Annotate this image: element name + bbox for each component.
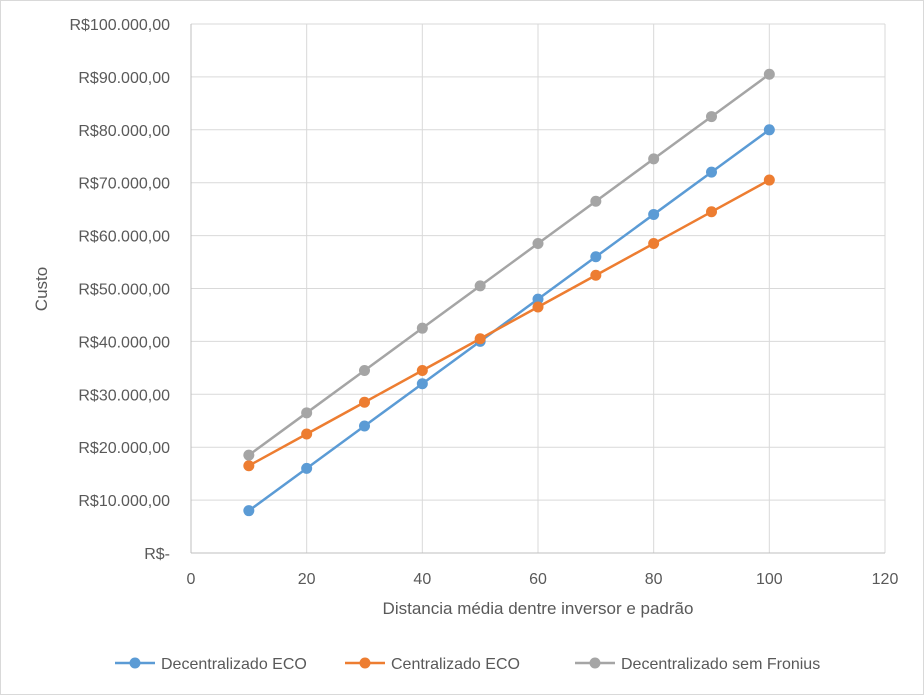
series-line bbox=[248, 178, 770, 467]
x-tick-label: 20 bbox=[298, 571, 316, 588]
y-tick-label: R$40.000,00 bbox=[78, 334, 170, 351]
x-tick-label: 100 bbox=[756, 571, 783, 588]
y-axis-title: Custo bbox=[32, 267, 51, 311]
y-axis-tick-labels: R$- R$10.000,00 R$20.000,00 R$30.000,00 R$40… bbox=[69, 17, 170, 563]
data-point bbox=[301, 462, 313, 474]
y-tick-label: R$50.000,00 bbox=[78, 282, 170, 299]
data-point bbox=[590, 195, 602, 207]
data-point bbox=[763, 174, 775, 186]
legend-item: Decentralizado sem Fronius bbox=[575, 656, 820, 673]
data-point bbox=[590, 269, 602, 281]
y-tick-label: R$10.000,00 bbox=[78, 493, 170, 510]
data-point bbox=[763, 68, 775, 80]
data-point bbox=[359, 364, 370, 376]
legend-label: Decentralizado sem Fronius bbox=[621, 656, 820, 673]
data-point bbox=[359, 396, 370, 408]
series-1 bbox=[243, 174, 775, 472]
series-2 bbox=[243, 68, 775, 461]
data-point bbox=[532, 293, 544, 305]
x-tick-label: 40 bbox=[413, 571, 431, 588]
legend-item: Decentralizado ECO bbox=[115, 656, 307, 673]
data-point bbox=[359, 420, 370, 432]
x-axis-tick-labels: 0 20 40 60 80 100 120 bbox=[187, 571, 899, 588]
x-tick-label: 80 bbox=[645, 571, 663, 588]
data-point bbox=[532, 238, 544, 250]
series-line bbox=[248, 73, 771, 457]
data-point bbox=[706, 166, 717, 178]
y-tick-label: R$20.000,00 bbox=[78, 440, 170, 457]
data-point bbox=[648, 208, 660, 220]
data-point bbox=[763, 124, 775, 136]
data-point bbox=[648, 238, 660, 250]
y-tick-label: R$60.000,00 bbox=[78, 229, 170, 246]
gridlines bbox=[191, 23, 886, 553]
series-line bbox=[248, 128, 771, 512]
y-tick-label: R$90.000,00 bbox=[78, 70, 170, 87]
legend-marker bbox=[359, 657, 371, 669]
data-point bbox=[474, 333, 486, 345]
data-point bbox=[243, 460, 255, 472]
data-point bbox=[416, 364, 428, 376]
x-tick-label: 60 bbox=[529, 571, 547, 588]
series-group bbox=[243, 68, 775, 517]
x-tick-label: 120 bbox=[872, 571, 899, 588]
data-point bbox=[590, 251, 602, 263]
legend-label: Centralizado ECO bbox=[391, 656, 520, 673]
legend: Decentralizado ECO Centralizado ECO Decent… bbox=[115, 656, 820, 673]
legend-item: Centralizado ECO bbox=[345, 656, 520, 673]
legend-marker bbox=[589, 657, 601, 669]
axes bbox=[190, 24, 885, 554]
y-tick-label: R$80.000,00 bbox=[78, 123, 170, 140]
x-axis-title: Distancia média dentre inversor e padrão bbox=[383, 599, 694, 618]
legend-label: Decentralizado ECO bbox=[161, 656, 307, 673]
data-point bbox=[243, 505, 255, 517]
y-tick-label: R$70.000,00 bbox=[78, 176, 170, 193]
data-point bbox=[416, 378, 428, 390]
data-point bbox=[301, 428, 313, 440]
data-point bbox=[301, 407, 313, 419]
legend-marker bbox=[129, 657, 141, 669]
data-point bbox=[474, 280, 486, 292]
y-tick-label: R$100.000,00 bbox=[69, 17, 170, 34]
data-point bbox=[416, 322, 428, 334]
data-point bbox=[243, 449, 255, 461]
data-point bbox=[532, 301, 544, 313]
data-point bbox=[648, 153, 660, 165]
data-point bbox=[706, 206, 717, 218]
y-tick-label: R$- bbox=[144, 546, 170, 563]
x-tick-label: 0 bbox=[187, 571, 196, 588]
y-tick-label: R$30.000,00 bbox=[78, 387, 170, 404]
data-point bbox=[706, 111, 717, 123]
